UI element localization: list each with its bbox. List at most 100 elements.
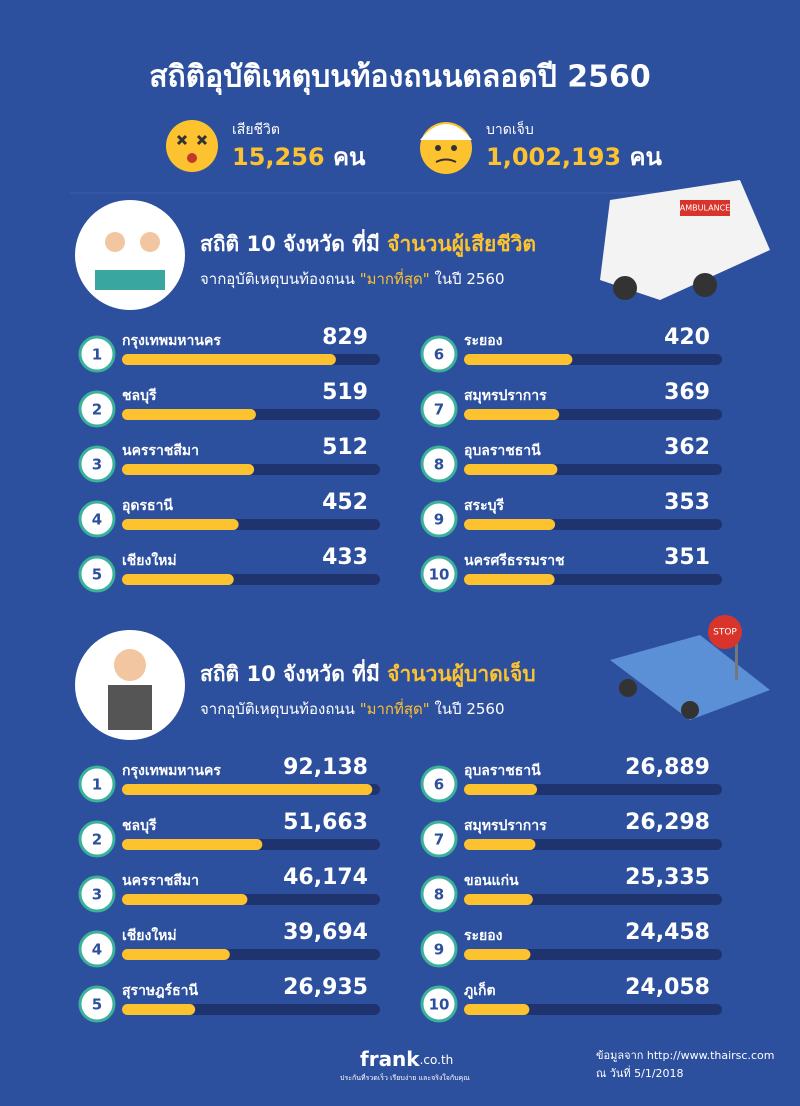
value-label: 369	[664, 380, 710, 405]
brand-name: frank	[360, 1047, 420, 1071]
rank-number: 7	[434, 831, 444, 849]
brand: frank.co.th	[360, 1047, 453, 1071]
rank-number: 8	[434, 886, 444, 904]
rank-badge	[420, 765, 458, 803]
rank-badge	[420, 335, 458, 373]
rank-number: 6	[434, 776, 444, 794]
subtitle-highlight: "มากที่สุด"	[360, 268, 430, 289]
bar	[464, 949, 531, 960]
rank-number: 8	[434, 456, 444, 474]
section-title: สถิติ 10 จังหวัด ที่มี จำนวนผู้บาดเจ็บ	[200, 658, 536, 688]
value-label: 420	[664, 325, 710, 350]
value-label: 25,335	[625, 865, 710, 890]
province: นครศรีธรรมราช	[464, 553, 565, 569]
value-label: 351	[664, 545, 710, 570]
value-label: 39,694	[283, 920, 368, 945]
bar	[122, 894, 248, 905]
subtitle-text: จากอุบัติเหตุบนท้องถนน	[200, 270, 355, 289]
value-label: 519	[322, 380, 368, 405]
rank-number: 9	[434, 941, 444, 959]
rank-number: 4	[92, 511, 102, 529]
man-icon	[75, 630, 185, 740]
section-subtitle: จากอุบัติเหตุบนท้องถนน "มากที่สุด" ในปี …	[200, 268, 505, 289]
ambulance-text: AMBULANCE	[680, 204, 730, 213]
value-label: 433	[322, 545, 368, 570]
bar	[122, 354, 336, 365]
bar	[122, 409, 256, 420]
value-label: 26,889	[625, 755, 710, 780]
rank-badge	[78, 445, 116, 483]
bar	[464, 784, 538, 795]
injuries-unit: คน	[630, 143, 663, 171]
bar	[122, 464, 255, 475]
brand-suffix: .co.th	[420, 1053, 454, 1067]
injuries-number: 1,002,193	[486, 143, 621, 171]
stop-text: STOP	[713, 628, 737, 638]
province: สุราษฎร์ธานี	[122, 982, 198, 999]
bar	[464, 1004, 530, 1015]
ambulance: AMBULANCE	[600, 180, 770, 300]
section-title-highlight: จำนวนผู้บาดเจ็บ	[387, 660, 535, 688]
province: อุบลราชธานี	[464, 443, 541, 459]
bar	[122, 839, 263, 850]
value-label: 26,298	[625, 810, 710, 835]
dead-face	[166, 120, 218, 172]
rank-number: 1	[92, 346, 102, 364]
province: สมุทรปราการ	[464, 818, 547, 834]
province: อุบลราชธานี	[464, 763, 541, 779]
injured-face	[420, 122, 472, 174]
section-subtitle: จากอุบัติเหตุบนท้องถนน "มากที่สุด" ในปี …	[200, 698, 505, 719]
bar	[464, 519, 556, 530]
province: ภูเก็ต	[464, 981, 496, 999]
title: สถิติอุบัติเหตุบนท้องถนนตลอดปี 2560	[149, 60, 651, 96]
rank-badge	[78, 875, 116, 913]
rank-number: 5	[92, 566, 102, 584]
rank-badge	[78, 765, 116, 803]
subtitle-end: ในปี 2560	[434, 700, 504, 718]
province: นครราชสีมา	[122, 443, 199, 459]
section-title-text: สถิติ 10 จังหวัด ที่มี	[200, 658, 380, 686]
subtitle-end: ในปี 2560	[434, 270, 504, 288]
rank-number: 2	[92, 401, 102, 419]
rank-number: 4	[92, 941, 102, 959]
rank-badge	[420, 875, 458, 913]
bar	[464, 409, 560, 420]
province: ชลบุรี	[122, 388, 157, 404]
value-label: 92,138	[283, 755, 368, 780]
rank-number: 1	[92, 776, 102, 794]
value-label: 353	[664, 490, 710, 515]
province: สมุทรปราการ	[464, 388, 547, 404]
rank-badge	[78, 500, 116, 538]
bar	[464, 574, 555, 585]
surgery-icon	[75, 200, 185, 310]
province: อุดรธานี	[122, 498, 173, 514]
value-label: 24,458	[625, 920, 710, 945]
value-label: 452	[322, 490, 368, 515]
injuries-value: 1,002,193 คน	[486, 143, 663, 171]
province: นครราชสีมา	[122, 873, 199, 889]
section-title-text: สถิติ 10 จังหวัด ที่มี	[200, 228, 380, 256]
rank-badge	[78, 390, 116, 428]
bar	[464, 464, 558, 475]
rank-badge	[78, 820, 116, 858]
province: ระยอง	[464, 333, 503, 349]
subtitle-highlight: "มากที่สุด"	[360, 698, 430, 719]
province: ชลบุรี	[122, 818, 157, 834]
province: สระบุรี	[464, 498, 504, 514]
crash: STOP	[610, 615, 770, 720]
rank-number: 6	[434, 346, 444, 364]
rank-number: 7	[434, 401, 444, 419]
injuries-label: บาดเจ็บ	[486, 120, 534, 138]
subtitle-text: จากอุบัติเหตุบนท้องถนน	[200, 700, 355, 719]
rank-badge	[420, 985, 458, 1023]
bar	[122, 949, 230, 960]
rank-badge	[420, 500, 458, 538]
province: ระยอง	[464, 928, 503, 944]
rank-number: 10	[429, 996, 450, 1014]
rank-badge	[420, 445, 458, 483]
value-label: 51,663	[283, 810, 368, 835]
province: เชียงใหม่	[122, 926, 177, 944]
